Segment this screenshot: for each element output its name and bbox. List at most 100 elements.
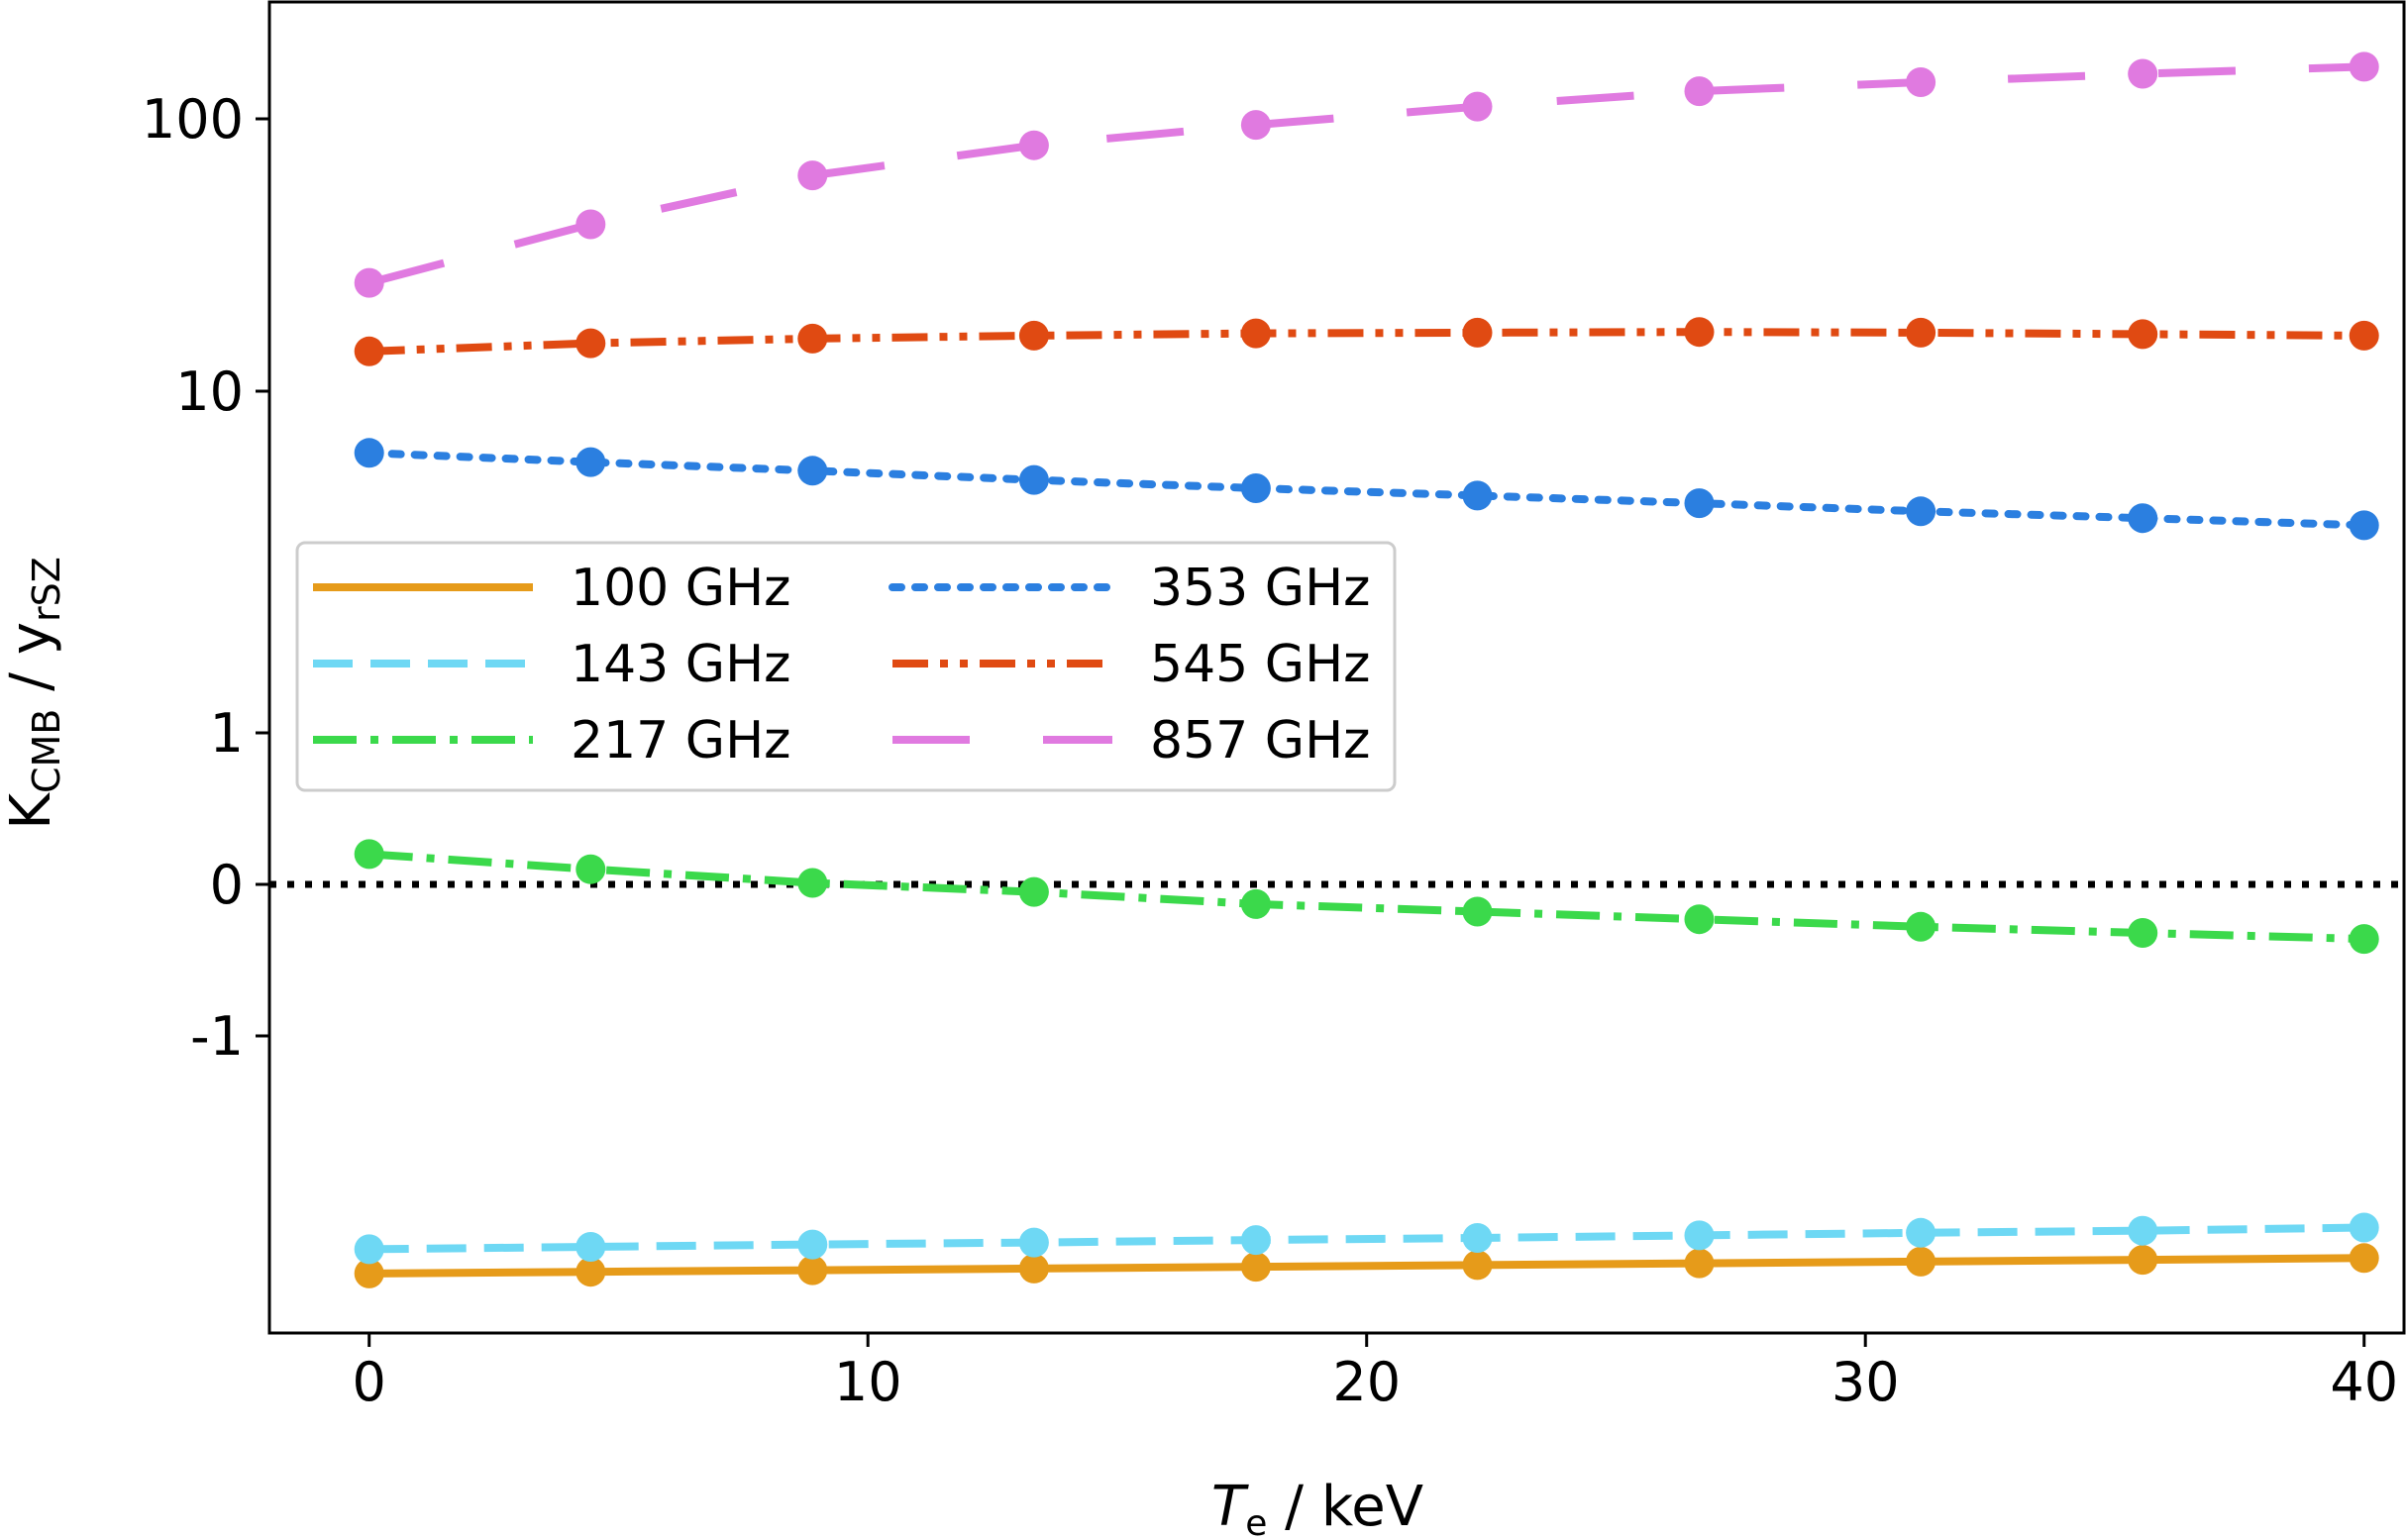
series-line (365, 449, 2368, 530)
data-point (2349, 510, 2379, 541)
data-point (1462, 480, 1493, 511)
x-tick-label: 0 (353, 1351, 386, 1413)
series-line (368, 1223, 2364, 1254)
data-point (2349, 1212, 2379, 1243)
legend-item: 857 GHz (892, 711, 1370, 770)
y-axis-label: KCMB / yrSZ (0, 557, 68, 830)
x-tick-label: 20 (1332, 1351, 1401, 1413)
data-point (1906, 1217, 1936, 1248)
x-tick-label: 10 (834, 1351, 902, 1413)
legend-item: 545 GHz (892, 635, 1370, 694)
y-axis-label-sub1: CMB (25, 709, 68, 793)
series-143-ghz (354, 1212, 2379, 1265)
data-point (354, 267, 384, 298)
data-point (2349, 51, 2379, 82)
series-545-ghz (354, 317, 2379, 366)
data-point (1906, 1246, 1936, 1277)
series-line (368, 850, 2364, 944)
x-axis-label-unit: / keV (1267, 1475, 1423, 1539)
data-point (2349, 1243, 2379, 1274)
data-point (797, 1229, 828, 1260)
legend-item: 217 GHz (313, 711, 790, 770)
data-point (1018, 1253, 1049, 1283)
data-point (1684, 488, 1715, 519)
series-353-ghz (354, 438, 2379, 541)
legend-box (295, 541, 1397, 792)
data-point (1018, 320, 1049, 351)
legend-item: 100 GHz (313, 559, 790, 618)
data-point (1018, 130, 1049, 160)
data-point (797, 323, 828, 354)
x-axis-label-sub: e (1245, 1503, 1267, 1540)
legend-item: 143 GHz (313, 635, 790, 694)
legend-label: 100 GHz (571, 559, 790, 618)
x-axis-label-var: T (1211, 1475, 1249, 1539)
data-point (1906, 67, 1936, 97)
data-point (1462, 1223, 1493, 1253)
series-line (368, 328, 2364, 356)
data-point (575, 209, 606, 240)
legend-label: 217 GHz (571, 711, 790, 770)
data-point (1906, 911, 1936, 942)
data-point (2349, 924, 2379, 955)
data-point (1240, 888, 1271, 919)
series-line (367, 62, 2364, 287)
data-point (354, 438, 384, 468)
data-point (797, 456, 828, 486)
legend-item: 353 GHz (889, 559, 1370, 618)
data-point (1684, 76, 1715, 107)
data-point (1462, 317, 1493, 348)
data-point (1240, 473, 1271, 503)
data-point (1684, 1248, 1715, 1279)
y-tick-label: 100 (142, 88, 244, 151)
data-point (1684, 904, 1715, 935)
data-point (575, 328, 606, 359)
data-point (797, 868, 828, 898)
series-100-ghz (354, 1243, 2379, 1288)
data-point (2128, 503, 2158, 534)
data-point (1462, 896, 1493, 927)
data-point (1240, 1225, 1271, 1256)
data-point (1462, 1250, 1493, 1281)
data-point (2349, 320, 2379, 351)
data-point (354, 839, 384, 870)
y-axis-label-mid: / y (0, 622, 63, 709)
series-layer (354, 51, 2379, 1288)
data-point (1240, 110, 1271, 141)
series-217-ghz (354, 839, 2379, 955)
x-tick-label: 30 (1831, 1351, 1900, 1413)
legend-label: 857 GHz (1150, 711, 1370, 770)
y-tick-label: -1 (190, 1005, 244, 1068)
data-point (2128, 58, 2158, 89)
data-point (2128, 1215, 2158, 1246)
data-point (1906, 317, 1936, 348)
data-point (797, 1255, 828, 1285)
legend-label: 143 GHz (571, 635, 790, 694)
data-point (575, 447, 606, 477)
y-tick-label: 1 (210, 702, 244, 765)
data-point (575, 1257, 606, 1287)
series-line (368, 1254, 2364, 1278)
legend-label: 545 GHz (1150, 635, 1370, 694)
data-point (575, 1232, 606, 1262)
data-point (1462, 91, 1493, 122)
data-point (354, 1234, 384, 1265)
x-tick-label: 40 (2330, 1351, 2398, 1413)
data-point (1240, 1252, 1271, 1283)
legend: 100 GHz 143 GHz 217 GHz 353 GHz 545 GHz 857 G… (295, 541, 1397, 792)
data-point (797, 160, 828, 191)
data-point (354, 1258, 384, 1288)
data-point (2128, 319, 2158, 350)
legend-label: 353 GHz (1150, 559, 1370, 618)
data-point (1018, 876, 1049, 907)
series-857-ghz (354, 51, 2379, 298)
data-point (1018, 1227, 1049, 1258)
y-axis-label-sub2: rSZ (25, 557, 68, 622)
x-axis-label: Te / keV (1211, 1475, 1423, 1540)
y-axis-label-var: K (0, 792, 63, 830)
data-point (1018, 464, 1049, 495)
data-point (1684, 317, 1715, 348)
y-tick-label: 0 (210, 854, 244, 916)
